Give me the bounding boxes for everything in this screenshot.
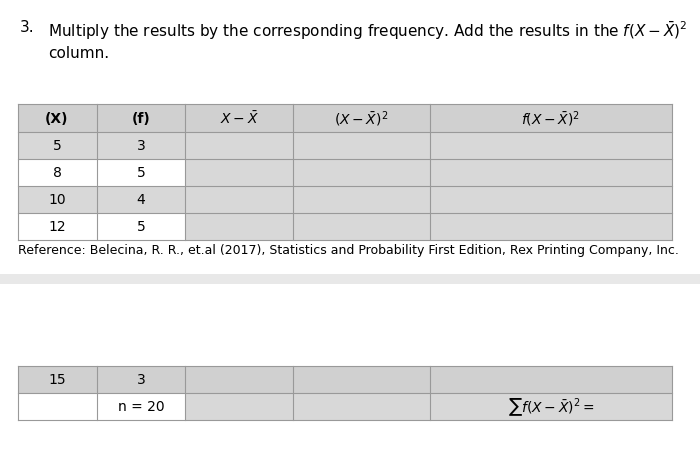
Text: 5: 5 xyxy=(136,166,146,179)
Text: 3.: 3. xyxy=(20,20,34,35)
Text: 4: 4 xyxy=(136,193,146,207)
Text: column.: column. xyxy=(48,46,109,61)
Text: 8: 8 xyxy=(52,166,62,179)
Text: 15: 15 xyxy=(48,372,66,386)
Text: Reference: Belecina, R. R., et.al (2017), Statistics and Probability First Editi: Reference: Belecina, R. R., et.al (2017)… xyxy=(18,244,679,257)
Text: 5: 5 xyxy=(52,139,62,153)
Text: $X - \bar{X}$: $X - \bar{X}$ xyxy=(220,110,258,127)
Text: 10: 10 xyxy=(48,193,66,207)
Text: (X): (X) xyxy=(46,112,69,126)
Text: (f): (f) xyxy=(132,112,150,126)
Text: 3: 3 xyxy=(136,372,146,386)
Text: $f(X - \bar{X})^2$: $f(X - \bar{X})^2$ xyxy=(522,109,580,129)
Text: 5: 5 xyxy=(136,219,146,234)
Text: 12: 12 xyxy=(48,219,66,234)
Text: n = 20: n = 20 xyxy=(118,399,164,413)
Text: 3: 3 xyxy=(136,139,146,153)
Text: Multiply the results by the corresponding frequency. Add the results in the $f(X: Multiply the results by the correspondin… xyxy=(48,20,687,42)
Text: $\sum f(X - \bar{X})^2 =$: $\sum f(X - \bar{X})^2 =$ xyxy=(508,395,594,417)
Text: $(X - \bar{X})^2$: $(X - \bar{X})^2$ xyxy=(334,109,388,129)
